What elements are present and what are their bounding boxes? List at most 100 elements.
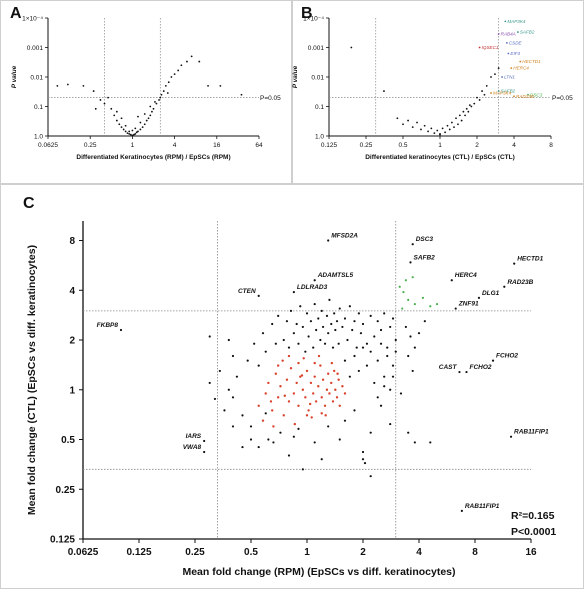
data-point xyxy=(361,458,365,461)
highlight-point-red xyxy=(332,369,336,373)
data-point xyxy=(257,445,260,449)
data-point xyxy=(115,119,118,122)
y-tick-label: 0.001 xyxy=(308,45,325,52)
highlight-point-red xyxy=(323,404,327,407)
panel-a: A 1×10⁻⁴ 0.001 0.01 0.1 1.0 0.0625 0.25 1 4 16 64 P… xyxy=(0,0,292,184)
data-point xyxy=(219,84,222,87)
data-point xyxy=(218,369,221,373)
gene-label: FKBP8 xyxy=(97,322,119,329)
data-point xyxy=(391,317,395,320)
data-point xyxy=(137,130,139,133)
data-point xyxy=(346,338,349,342)
data-point xyxy=(327,332,330,335)
labeled-point xyxy=(313,279,316,282)
data-point xyxy=(170,76,173,78)
data-point xyxy=(145,119,148,122)
data-point xyxy=(264,350,267,353)
data-point xyxy=(115,110,118,113)
data-point xyxy=(327,425,330,428)
y-tick-label: 0.1 xyxy=(315,104,324,111)
y-tick-label: 1.0 xyxy=(34,133,43,140)
data-point xyxy=(476,96,478,99)
data-point xyxy=(307,335,310,338)
gene-label: CAST xyxy=(439,364,458,371)
highlight-point-red xyxy=(328,392,331,395)
data-point xyxy=(295,322,298,326)
data-point xyxy=(328,298,331,301)
data-point xyxy=(113,114,116,117)
data-point xyxy=(149,105,152,108)
gene-label: RAB4A xyxy=(501,32,516,37)
data-point xyxy=(154,101,156,103)
data-point xyxy=(82,84,85,87)
highlight-point-red xyxy=(295,381,298,385)
data-point xyxy=(207,84,209,87)
x-tick-label: 0.25 xyxy=(84,142,97,149)
data-point xyxy=(383,312,386,315)
labeled-point xyxy=(450,279,453,282)
data-point xyxy=(369,475,372,478)
data-point xyxy=(423,320,426,323)
data-point xyxy=(448,128,451,131)
data-point xyxy=(287,454,291,457)
data-point xyxy=(391,375,395,378)
data-point xyxy=(455,117,457,120)
y-tick-label: 4 xyxy=(69,286,75,297)
data-point xyxy=(343,419,347,422)
data-point xyxy=(285,320,289,323)
data-point xyxy=(231,425,235,428)
highlight-point-green xyxy=(402,290,405,294)
data-point xyxy=(261,332,265,335)
data-point xyxy=(240,93,243,96)
data-point xyxy=(444,131,446,134)
gene-label: DSC3 xyxy=(530,92,543,97)
data-point xyxy=(457,123,459,126)
data-point xyxy=(235,375,239,378)
gene-label: ZNF91 xyxy=(458,301,479,308)
data-point xyxy=(267,438,270,441)
labeled-point xyxy=(501,76,503,78)
data-point xyxy=(369,350,372,353)
highlight-point-red xyxy=(276,364,280,367)
data-point xyxy=(66,83,69,86)
data-point xyxy=(436,129,439,132)
data-point xyxy=(137,115,139,118)
highlight-point-red xyxy=(285,378,289,381)
labeled-point xyxy=(491,359,495,362)
highlight-point-red xyxy=(302,357,305,360)
y-tick-label: 0.001 xyxy=(27,45,44,52)
gene-label: CTEN xyxy=(238,288,256,295)
threshold-label: P=0.05 xyxy=(552,95,573,102)
data-point xyxy=(379,404,383,407)
data-point xyxy=(271,322,274,326)
gene-label: RAD23B xyxy=(516,94,534,99)
data-point xyxy=(301,468,304,471)
data-point xyxy=(404,325,407,329)
x-tick-label: 0.5 xyxy=(398,142,407,149)
data-point xyxy=(389,388,392,391)
gene-label: ADAMTSL5 xyxy=(317,272,354,279)
data-point xyxy=(386,346,389,349)
highlight-point-red xyxy=(313,375,316,378)
highlight-point-red xyxy=(269,400,273,403)
highlight-point-red xyxy=(321,378,325,381)
gene-label: HERC4 xyxy=(455,272,477,279)
gene-label: MAP3K4 xyxy=(493,91,512,96)
data-point xyxy=(162,90,165,92)
data-point xyxy=(120,126,123,129)
data-point xyxy=(348,375,351,378)
labeled-point xyxy=(411,243,414,246)
data-point xyxy=(231,354,235,358)
highlight-point-red xyxy=(264,392,267,395)
highlight-point-red xyxy=(305,369,309,373)
labeled-point xyxy=(203,439,206,443)
data-point xyxy=(129,133,132,136)
highlight-point-green xyxy=(429,305,432,308)
highlight-point-red xyxy=(270,409,274,412)
data-point xyxy=(335,320,339,323)
data-point xyxy=(128,133,131,135)
highlight-point-red xyxy=(310,416,313,419)
data-point xyxy=(407,119,409,122)
y-tick-label: 1×10⁻⁴ xyxy=(22,15,43,22)
data-point xyxy=(208,335,211,338)
